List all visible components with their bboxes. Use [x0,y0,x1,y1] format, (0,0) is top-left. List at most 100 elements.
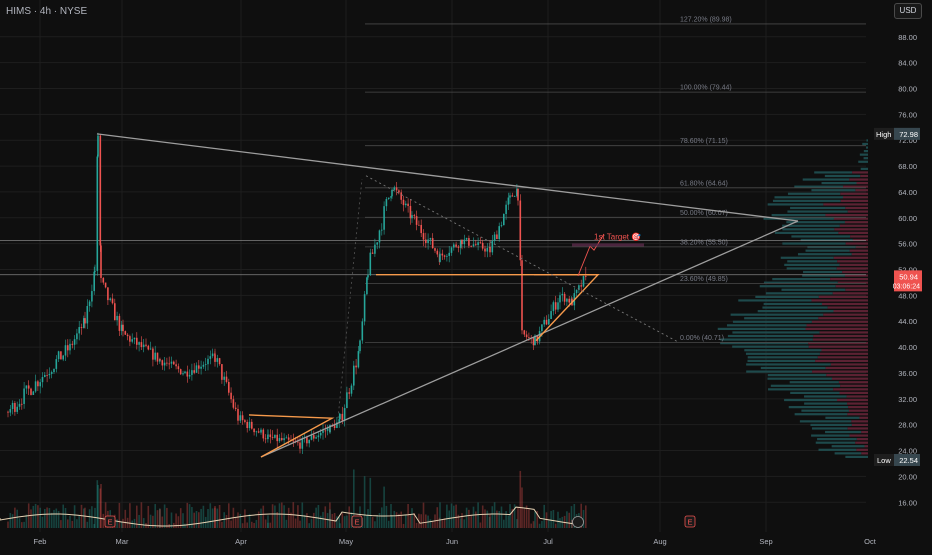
volume-bar [50,512,53,528]
volume-profile-bar [838,381,890,384]
volume-bar [519,470,522,528]
candle-body [381,229,383,231]
candle-body [30,388,32,395]
candle-body [57,351,60,360]
projection-dashed-line [365,175,679,343]
candle-body [395,187,398,191]
volume-profile-bar [746,363,831,366]
volume-profile-bar [800,238,853,242]
volume-profile-bar [804,395,847,398]
candle-body [484,248,486,252]
candle-body [511,195,514,197]
volume-profile-bar [821,349,890,352]
candle-body [513,196,516,198]
volume-bar [46,507,48,528]
candle-body [498,226,500,240]
candle-body [319,432,322,436]
volume-bar [489,514,491,528]
candle-body [441,253,444,256]
volume-profile-bar [818,295,890,298]
candle-body [118,315,121,331]
volume-bar [509,504,511,528]
volume-bar [299,520,301,528]
volume-bar [420,514,422,528]
volume-profile-bar [834,452,862,455]
candle-body [285,437,288,439]
volume-bar [385,505,388,528]
candle-body [228,381,230,393]
volume-bar [140,502,143,528]
candle-body [470,245,472,247]
candle-body [418,224,420,226]
currency-button[interactable]: USD [894,3,922,19]
candle-body [84,318,86,324]
candle-body [147,345,150,350]
candle-body [580,285,582,287]
candle-body [468,238,470,246]
volume-profile-bar [810,423,852,427]
fib-level-label: 38.20% (55.50) [680,239,728,246]
volume-profile-bar [732,345,809,348]
earnings-marker [684,515,696,528]
volume-profile-bar [781,288,846,291]
candle-body [62,355,64,360]
candle-body [173,361,175,365]
candle-body [102,277,105,283]
volume-bar [294,518,297,528]
target-path [577,233,605,277]
candle-body [37,381,39,387]
volume-bar [503,519,505,528]
candle-body [216,358,219,362]
volume-bar [55,508,58,528]
drawings[interactable]: 1st Target 🎯 E E E [96,133,799,528]
volume-bar [425,514,427,528]
candle-body [455,244,457,247]
candle-body [554,302,557,310]
candle-body [18,403,21,407]
candle-body [575,289,578,294]
volume-bar [237,512,239,528]
candle-body [186,371,189,377]
volume-profile-bar [804,402,848,405]
volume-profile-bar [770,384,841,387]
volume-bar [202,505,205,528]
volume-bar [246,522,248,528]
volume-bar [516,519,518,528]
fib-level-label: 23.60% (49.85) [680,276,728,283]
volume-profile-bar [821,302,890,306]
volume-profile-bar [837,398,890,402]
trendline-lower [260,220,799,458]
y-tick-label: 36.00 [898,369,917,378]
candle-body [244,420,246,422]
candle-body [124,331,127,335]
y-tick-label: 32.00 [898,395,917,404]
volume-bar [147,505,150,528]
candle-body [156,352,159,362]
volume-profile-bar [720,338,813,341]
volume-bar [71,520,74,528]
volume-bar [505,511,507,528]
candle-body [64,345,67,356]
volume-profile-bar [774,196,844,199]
y-tick-label: 68.00 [898,162,917,171]
volume-bar [88,509,91,528]
volume-bar [573,503,576,528]
candle-body [69,343,71,351]
volume-bar [251,521,253,528]
volume-bar [326,513,329,528]
candle-body [120,324,123,331]
volume-bar [175,513,177,528]
volume-bar [348,506,350,528]
x-tick-label: Mar [116,537,129,546]
volume-profile-bar [814,171,853,174]
volume-profile-bar [830,278,890,281]
candle-body [528,337,530,338]
candle-body [534,335,536,346]
candle-body [184,371,186,374]
volume-profile-bar [768,388,834,391]
volume-bar [67,519,69,528]
volume-profile-bar [787,210,848,213]
candle-body [566,298,568,302]
